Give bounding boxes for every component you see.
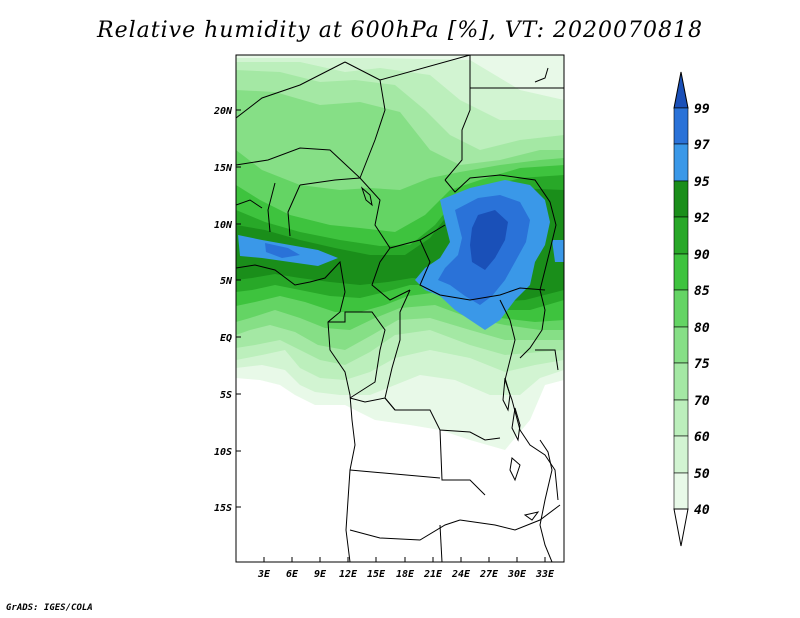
lat-label: EQ: [220, 333, 232, 344]
lat-label: 15N: [214, 163, 233, 174]
colorbar-top-arrow: [673, 71, 689, 109]
colorbar-bin: [673, 362, 689, 401]
colorbar-label: 99: [694, 102, 710, 117]
humidity-field: [236, 55, 564, 450]
colorbar-bin: [673, 143, 689, 182]
colorbar-bin: [673, 107, 689, 145]
lon-axis: 3E 6E 9E 12E 15E 18E 21E 24E 27E 30E 33E: [257, 557, 555, 580]
credit-text: GrADS: IGES/COLA: [6, 603, 93, 613]
colorbar-bin: [673, 326, 689, 364]
colorbar-label: 90: [694, 248, 710, 263]
colorbar-bin: [673, 472, 689, 510]
colorbar-label: 97: [694, 138, 710, 153]
lat-label: 10N: [214, 220, 233, 231]
lat-axis: 20N 15N 10N 5N EQ 5S 10S 15S: [213, 106, 241, 514]
lon-label: 12E: [339, 569, 358, 580]
colorbar-label: 85: [694, 284, 710, 299]
rh-above-99-area: [470, 210, 508, 270]
colorbar-label: 75: [694, 357, 710, 372]
lon-label: 33E: [535, 569, 555, 580]
lon-label: 9E: [314, 569, 327, 580]
colorbar-label: 80: [694, 321, 710, 336]
lat-label: 10S: [214, 447, 232, 458]
lat-label: 15S: [214, 503, 232, 514]
map-title: Relative humidity at 600hPa [%], VT: 202…: [97, 18, 703, 43]
map-frame: [235, 54, 565, 563]
colorbar-label: 60: [694, 430, 710, 445]
colorbar-bin: [673, 180, 689, 218]
colorbar-label: 70: [694, 394, 710, 409]
rh-97-99-area: [265, 195, 530, 305]
lat-label: 5S: [220, 390, 232, 401]
colorbar-bin: [673, 399, 689, 437]
lon-label: 6E: [286, 569, 299, 580]
colorbar-bin: [673, 435, 689, 474]
lat-label: 5N: [220, 276, 233, 287]
lon-label: 24E: [451, 569, 471, 580]
colorbar-label: 95: [694, 175, 710, 190]
lon-label: 15E: [367, 569, 386, 580]
lon-label: 18E: [396, 569, 415, 580]
lat-label: 20N: [213, 106, 233, 117]
colorbar-bin: [673, 253, 689, 291]
colorbar-bin: [673, 216, 689, 255]
colorbar-bin: [673, 289, 689, 328]
lon-label: 21E: [423, 569, 443, 580]
lon-label: 27E: [479, 569, 499, 580]
colorbar-bottom-arrow: [673, 508, 689, 547]
lon-label: 3E: [257, 569, 271, 580]
lon-label: 30E: [507, 569, 527, 580]
colorbar-label: 50: [694, 467, 710, 482]
country-borders: [236, 55, 564, 562]
colorbar-label: 40: [694, 503, 710, 518]
colorbar-label: 92: [694, 211, 710, 226]
colorbar: 99 97 95 92 90 85 80 75 70 60 50 40: [673, 71, 710, 547]
